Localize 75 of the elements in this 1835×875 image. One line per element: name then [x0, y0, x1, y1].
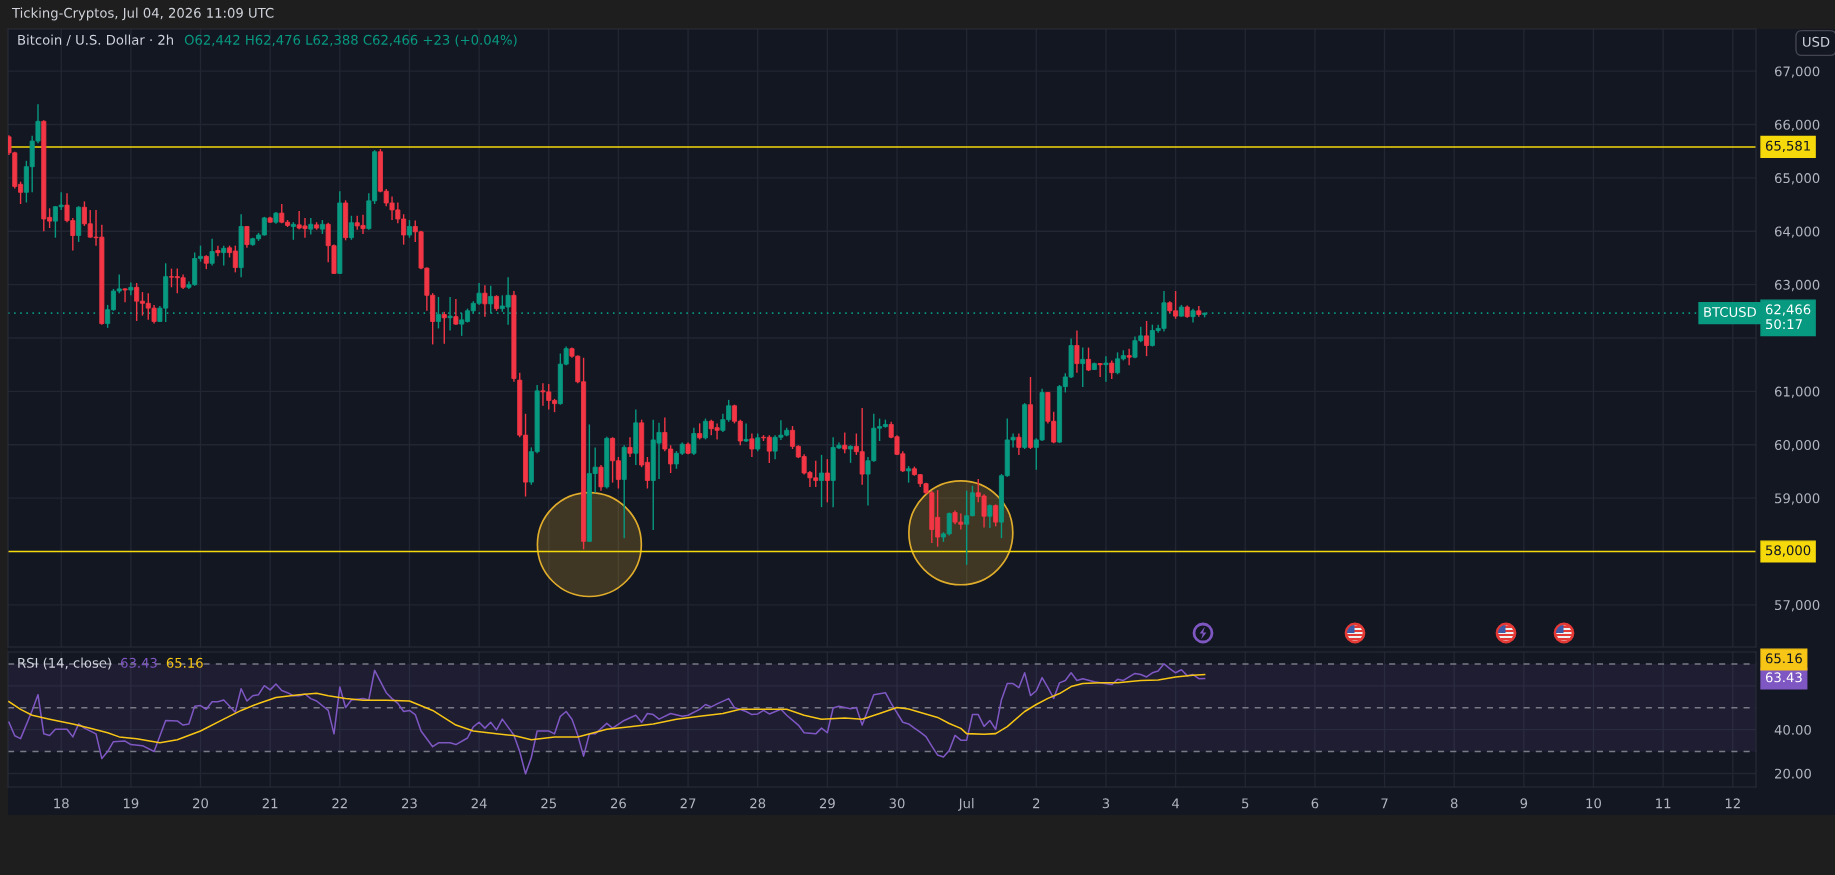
x-tick-label: 12: [1725, 798, 1740, 809]
x-tick-label: 8: [1450, 798, 1458, 809]
ref-line-label: 65,581: [1765, 140, 1810, 153]
candlestick: [482, 284, 488, 318]
x-tick-label: Jul: [958, 798, 974, 811]
x-tick-label: 7: [1381, 798, 1388, 809]
candlestick: [1144, 320, 1150, 357]
x-tick-label: 11: [1656, 798, 1671, 809]
annotation: 65.16: [166, 657, 203, 668]
candlestick: [441, 311, 447, 345]
candlestick: [1080, 346, 1086, 388]
ref-line-label: 62,466 50:17: [1765, 304, 1811, 330]
y-tick-label: 61,000: [1774, 386, 1820, 398]
candlestick: [1097, 362, 1103, 378]
y-tick-label: 57,000: [1775, 600, 1820, 612]
x-tick-label: 23: [402, 798, 417, 809]
y-tick-label: 65,000: [1774, 173, 1820, 185]
y-tick-label: 60,000: [1774, 439, 1820, 452]
y-tick-label: 20.00: [1775, 768, 1811, 779]
candlestick: [1126, 347, 1132, 366]
annotation: BTCUSD: [1704, 306, 1756, 317]
x-tick-label: 3: [1102, 798, 1110, 809]
candlestick: [749, 432, 755, 458]
y-tick-label: 66,000: [1774, 119, 1820, 132]
y-tick-label: 63,000: [1774, 279, 1820, 292]
x-tick-label: 30: [889, 798, 905, 809]
x-tick-label: 20: [193, 798, 209, 809]
x-tick-label: 22: [332, 798, 347, 809]
x-tick-label: 18: [54, 798, 69, 809]
candlestick: [702, 417, 708, 441]
candlestick: [1109, 359, 1115, 380]
text: 65.16: [1765, 653, 1802, 664]
text: USD: [1803, 36, 1830, 47]
candlestick: [453, 298, 459, 326]
y-tick-label: 67,000: [1774, 66, 1820, 78]
x-tick-label: 28: [750, 798, 766, 809]
x-tick-label: 5: [1242, 798, 1249, 809]
x-tick-label: 25: [541, 798, 556, 809]
candlestick: [842, 431, 848, 454]
chart-title: Bitcoin / U.S. Dollar · 2h: [18, 34, 173, 46]
candlestick: [209, 238, 215, 267]
candlestick: [1016, 432, 1022, 456]
x-tick-label: 27: [680, 798, 696, 809]
y-tick-label: 59,000: [1775, 493, 1820, 505]
x-tick-label: 19: [123, 798, 139, 809]
candlestick: [221, 244, 227, 267]
candlestick: [1103, 355, 1109, 383]
candlestick: [215, 244, 221, 258]
candlestick: [128, 281, 134, 297]
candlestick: [824, 458, 830, 504]
text: Ticking-Cryptos, Jul 04, 2026 11:09 UTC: [11, 7, 274, 21]
candlestick: [348, 215, 354, 241]
candlestick: [598, 464, 604, 492]
chart-subtitle: O62,442 H62,476 L62,388 C62,466 +23 (+0.04%): [184, 34, 517, 47]
x-tick-label: 4: [1172, 798, 1180, 809]
y-tick-label: 40.00: [1774, 724, 1811, 735]
text: 63.43: [1765, 672, 1802, 683]
y-tick-label: 64,000: [1774, 226, 1820, 238]
x-tick-label: 6: [1311, 798, 1319, 809]
x-tick-label: 9: [1520, 798, 1528, 809]
x-tick-label: 24: [471, 798, 487, 809]
candlestick: [691, 426, 697, 456]
x-tick-label: 10: [1586, 798, 1601, 809]
line-series: [8, 673, 1206, 744]
x-tick-label: 26: [610, 798, 626, 809]
annotation: 63.43: [121, 657, 157, 668]
candlestick: [627, 436, 633, 458]
x-tick-label: 2: [1033, 798, 1040, 809]
candlestick: [819, 454, 825, 508]
candlestick: [1074, 329, 1080, 374]
ref-line-label: 58,000: [1766, 545, 1811, 557]
x-tick-label: 21: [262, 798, 278, 809]
candlestick: [122, 287, 128, 303]
x-tick-label: 29: [819, 798, 835, 809]
chart-title: RSI (14, close): [18, 657, 111, 670]
